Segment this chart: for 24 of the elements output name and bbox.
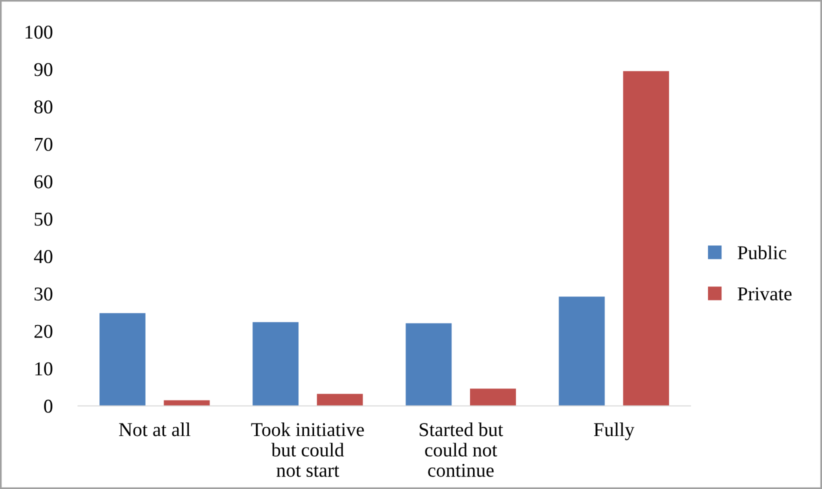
y-tick-label: 20 [34,324,52,338]
legend-label: Private [738,287,792,300]
legend-label: Public [738,246,786,260]
x-tick-label: Took initiative but could not start [251,422,364,477]
bar [252,322,299,406]
bar [406,323,452,406]
bar [623,71,670,406]
bar [316,394,363,406]
y-tick-label: 30 [34,287,52,301]
y-tick-label: 90 [34,63,52,76]
y-tick-label: 50 [34,212,52,226]
x-tick-label: Started but could not continue [420,422,504,477]
bar [470,388,516,406]
y-tick-label: 40 [34,250,52,264]
x-tick-label: Not at all [119,422,190,436]
x-tick-label: Fully [594,422,634,440]
y-tick-label: 0 [44,400,52,413]
y-tick-label: 80 [34,100,52,114]
y-tick-label: 10 [35,362,52,376]
y-tick-label: 70 [34,138,52,151]
y-tick-label: 60 [34,175,52,188]
y-tick-label: 100 [26,26,52,39]
bar [558,296,605,406]
bar [100,313,146,406]
